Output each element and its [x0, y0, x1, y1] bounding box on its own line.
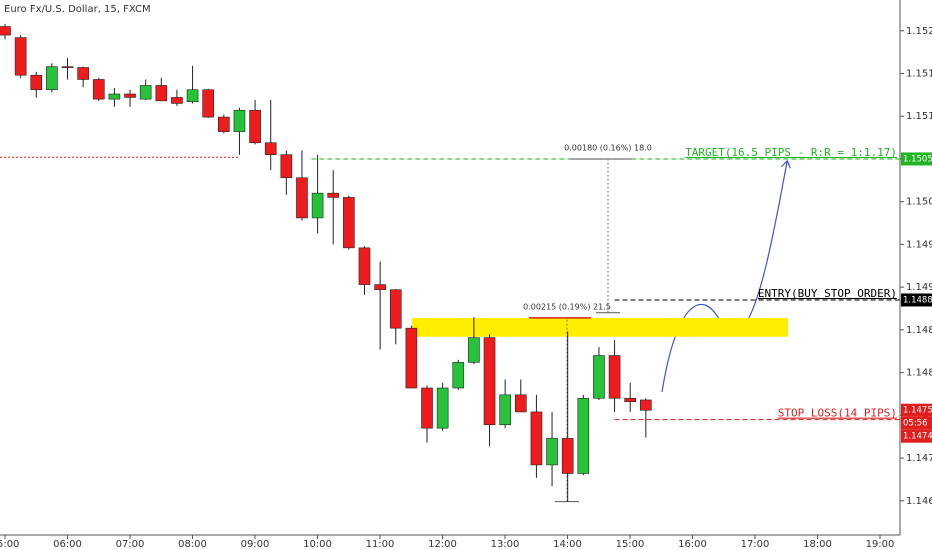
candle-body	[218, 116, 230, 132]
x-tick-label: 11:00	[366, 539, 395, 550]
candle-body	[171, 97, 183, 104]
candle-body	[358, 247, 371, 285]
x-tick-label: 06:00	[53, 539, 82, 550]
candle-body	[483, 337, 496, 426]
candle-body	[202, 89, 214, 118]
level-label: TARGET(16.5 PIPS - R:R = 1:1.17)	[685, 146, 897, 159]
candle-body	[77, 67, 89, 80]
chart-title: Euro Fx/U.S. Dollar, 15, FXCM	[4, 4, 151, 15]
candle-body	[0, 26, 11, 36]
x-tick-label: 16:00	[678, 539, 707, 550]
price-badge-label: 1.14885	[903, 295, 932, 305]
candle-body	[14, 37, 27, 76]
x-tick-label: 19:00	[866, 539, 895, 550]
y-tick-label: 1.14950	[906, 239, 932, 250]
candle-body	[561, 438, 574, 474]
candle-body	[421, 387, 433, 429]
y-tick-label: 1.14900	[906, 282, 932, 293]
price-badge-label: 1.14745	[903, 432, 932, 442]
candle-body	[296, 177, 308, 219]
candle-body	[468, 337, 480, 363]
price-badge-label: 05:56	[903, 419, 928, 429]
y-tick-label: 1.14800	[906, 368, 932, 379]
x-tick-label: 14:00	[553, 539, 582, 550]
candle-body	[514, 394, 527, 413]
y-tick-label: 1.15100	[906, 111, 932, 122]
price-badge-label: 1.14756	[903, 406, 932, 416]
measure-label: 0.00215 (0.19%) 21.5	[523, 302, 611, 311]
measure-label: 0.00180 (0.16%) 18.0	[564, 143, 652, 152]
price-badge	[901, 429, 932, 443]
y-tick-label: 1.15200	[906, 26, 932, 37]
candle-body	[61, 66, 74, 68]
y-tick-label: 1.14650	[906, 496, 932, 507]
candle-body	[108, 93, 121, 100]
candle-body	[30, 74, 43, 91]
x-tick-label: 09:00	[241, 539, 270, 550]
level-label: STOP LOSS(14 PIPS)	[778, 407, 897, 420]
candle-body	[249, 109, 261, 144]
candle-body	[546, 438, 558, 466]
y-tick-label: 1.15000	[906, 197, 932, 208]
candle-body	[499, 394, 511, 426]
x-tick-label: 10:00	[303, 539, 332, 550]
candle-body	[640, 399, 652, 411]
price-badge	[901, 293, 932, 307]
candle-body	[374, 284, 386, 291]
price-badge	[901, 152, 932, 166]
candle-body	[233, 109, 246, 132]
candle-body	[124, 93, 136, 98]
x-tick-label: 15:00	[616, 539, 645, 550]
candle-body	[593, 355, 605, 399]
candle-body	[343, 197, 355, 249]
entry-zone	[412, 317, 788, 337]
price-badge	[901, 416, 932, 430]
x-tick-label: 05:00	[0, 539, 19, 550]
y-tick-label: 1.15150	[906, 68, 932, 79]
x-tick-label: 08:00	[178, 539, 207, 550]
candle-body	[624, 397, 637, 402]
x-tick-label: 12:00	[428, 539, 457, 550]
y-tick-label: 1.14700	[906, 453, 932, 464]
x-tick-label: 17:00	[741, 539, 770, 550]
price-badge	[901, 403, 932, 417]
price-badge-label: 1.15050	[903, 154, 932, 164]
candle-body	[186, 89, 199, 103]
candle-body	[311, 192, 324, 219]
candle-body	[452, 362, 465, 389]
candle-body	[327, 192, 340, 198]
candle-body	[436, 387, 449, 429]
candle-body	[280, 154, 293, 179]
candle-body	[92, 79, 105, 100]
candle-body	[155, 85, 168, 102]
candle-body	[405, 327, 418, 389]
candle-body	[389, 289, 402, 329]
candle-body	[608, 355, 621, 399]
candle-body	[530, 411, 543, 466]
y-tick-label: 1.14850	[906, 325, 932, 336]
x-tick-label: 07:00	[116, 539, 145, 550]
candle-body	[577, 397, 590, 474]
level-label: ENTRY(BUY STOP ORDER)	[758, 287, 897, 300]
x-tick-label: 13:00	[491, 539, 520, 550]
candle-body	[264, 142, 277, 155]
x-tick-label: 18:00	[803, 539, 832, 550]
candle-body	[139, 85, 152, 100]
candle-body	[46, 66, 58, 91]
